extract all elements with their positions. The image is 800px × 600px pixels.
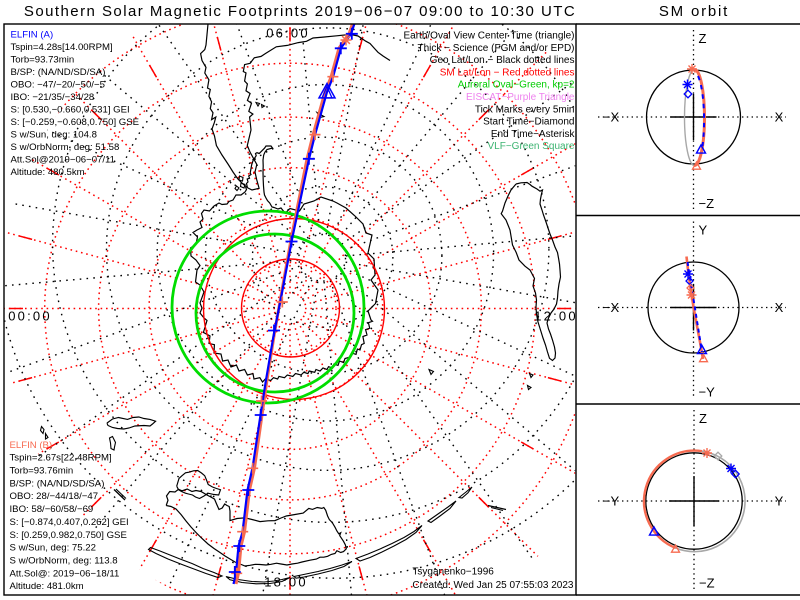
svg-text:−X: −X (603, 300, 620, 315)
svg-text:Thick − Science (FGM and/or EP: Thick − Science (FGM and/or EPD) (418, 43, 575, 54)
svg-text:S w/OrbNorm, deg: 51.58: S w/OrbNorm, deg: 51.58 (11, 142, 120, 153)
svg-text:VLF−Green Square: VLF−Green Square (488, 141, 575, 152)
svg-text:Tspin=4.28s[14.00RPM]: Tspin=4.28s[14.00RPM] (11, 42, 113, 53)
svg-text:Z: Z (699, 411, 707, 426)
svg-text:Att.Sol@2019−06−07/11: Att.Sol@2019−06−07/11 (11, 155, 116, 166)
svg-text:ELFIN (A): ELFIN (A) (11, 30, 54, 41)
svg-text:X: X (775, 300, 784, 315)
svg-text:18:00: 18:00 (264, 575, 308, 590)
svg-text:06:00: 06:00 (266, 26, 310, 41)
svg-text:Tsyganenko−1996: Tsyganenko−1996 (412, 567, 494, 578)
svg-text:−Z: −Z (699, 196, 715, 211)
svg-text:Torb=93.73min: Torb=93.73min (11, 55, 75, 66)
svg-text:S w/OrbNorm, deg: 113.8: S w/OrbNorm, deg: 113.8 (10, 556, 118, 567)
svg-text:ELFIN (B): ELFIN (B) (10, 440, 53, 451)
svg-text:−Y: −Y (699, 385, 716, 400)
svg-text:Southern Solar Magnetic Footpr: Southern Solar Magnetic Footprints 2019−… (24, 3, 576, 20)
svg-text:S: [0.530,−0.660,0.531] GEI: S: [0.530,−0.660,0.531] GEI (11, 105, 130, 116)
svg-text:Altitude: 480.5km: Altitude: 480.5km (11, 167, 85, 178)
svg-text:12:00: 12:00 (534, 309, 578, 324)
svg-text:S w/Sun, deg: 75.22: S w/Sun, deg: 75.22 (10, 543, 96, 554)
svg-text:S: [0.259,0.982,0.750] GSE: S: [0.259,0.982,0.750] GSE (10, 530, 127, 541)
svg-text:X: X (775, 110, 784, 125)
svg-text:Auroral Oval−Green, kp=2: Auroral Oval−Green, kp=2 (458, 80, 575, 91)
svg-text:Tspin=2.67s[22.48RPM]: Tspin=2.67s[22.48RPM] (10, 453, 112, 464)
svg-text:IBO: 58/−60/58/−69: IBO: 58/−60/58/−69 (10, 504, 94, 515)
svg-text:End Time−Asterisk: End Time−Asterisk (491, 129, 576, 140)
svg-text:Tick Marks every 5min: Tick Marks every 5min (475, 104, 575, 115)
svg-text:Earth/Oval View Center Time (t: Earth/Oval View Center Time (triangle) (404, 31, 575, 42)
svg-text:Geo Lat/Lon − Black dotted lin: Geo Lat/Lon − Black dotted lines (430, 55, 575, 66)
svg-text:SM Lat/Lon − Red dotted lines: SM Lat/Lon − Red dotted lines (440, 67, 575, 78)
svg-text:SM orbit: SM orbit (659, 3, 729, 20)
svg-text:Att.Sol@: 2019−06−18/11: Att.Sol@: 2019−06−18/11 (10, 568, 120, 579)
svg-text:B/SP: (NA/ND/SD/SA): B/SP: (NA/ND/SD/SA) (11, 67, 106, 78)
svg-text:−X: −X (603, 110, 620, 125)
svg-text:Altitude: 481.0km: Altitude: 481.0km (10, 581, 84, 592)
svg-text:Created: Wed Jan 25 07:55:03 2: Created: Wed Jan 25 07:55:03 2023 (412, 580, 573, 591)
svg-text:−Z: −Z (699, 576, 715, 591)
svg-text:Y: Y (775, 494, 784, 509)
svg-text:Z: Z (699, 31, 707, 46)
svg-text:OBO: −47/−20/−50/−5: OBO: −47/−20/−50/−5 (11, 80, 105, 91)
svg-text:00:00: 00:00 (8, 309, 52, 324)
svg-text:EISCAT−Purple Triangle: EISCAT−Purple Triangle (466, 92, 575, 103)
svg-text:OBO: 28/−44/18/−47: OBO: 28/−44/18/−47 (10, 491, 99, 502)
svg-text:−Y: −Y (603, 494, 620, 509)
svg-text:S: [−0.874,0.407,0.262] GEI: S: [−0.874,0.407,0.262] GEI (10, 517, 129, 528)
svg-text:Torb=93.76min: Torb=93.76min (10, 466, 74, 477)
svg-text:S: [−0.259,−0.608,0.750] GSE: S: [−0.259,−0.608,0.750] GSE (11, 117, 140, 128)
svg-text:Start Time−Diamond: Start Time−Diamond (483, 117, 574, 128)
svg-text:S w/Sun, deg: 104.8: S w/Sun, deg: 104.8 (11, 130, 97, 141)
svg-text:B/SP: (NA/ND/SD/SA): B/SP: (NA/ND/SD/SA) (10, 478, 105, 489)
svg-text:IBO: −21/35/−34/28: IBO: −21/35/−34/28 (11, 92, 95, 103)
svg-text:Y: Y (699, 223, 708, 238)
